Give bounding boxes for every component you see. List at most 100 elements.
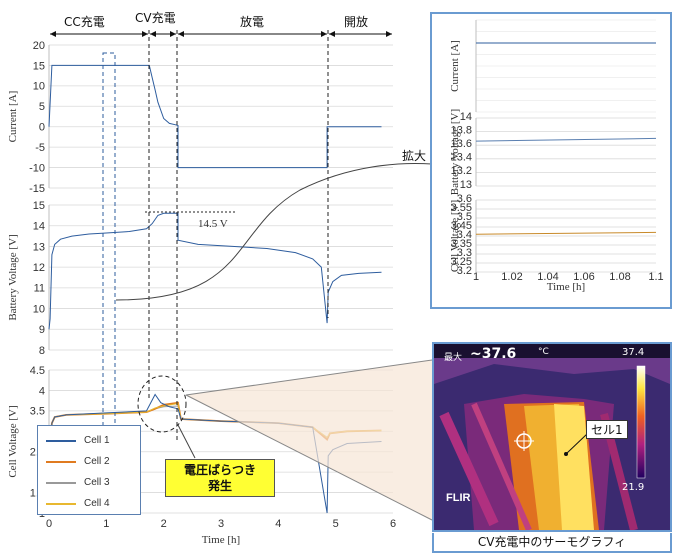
zoom-curve	[115, 162, 433, 301]
y-tick-label: 15	[33, 60, 45, 72]
legend-item-cell1: Cell 1	[38, 430, 140, 451]
y-tick-label: 3.2	[457, 265, 472, 277]
series-line-data	[475, 231, 657, 235]
y-tick-label: 13.8	[451, 124, 472, 136]
y-tick-label: 3.3	[457, 247, 472, 259]
x-tick-label: 1	[103, 518, 109, 530]
y-tick-label: -5	[35, 142, 45, 154]
legend-label: Cell 4	[84, 498, 110, 509]
cell-label: セル1	[586, 420, 628, 439]
y-axis-label: Battery Voltage [V]	[449, 109, 461, 195]
phase-label-open: 開放	[344, 14, 368, 29]
legend-label: Cell 1	[84, 435, 110, 446]
series-line-data	[48, 64, 382, 169]
x-tick-label: 1.04	[537, 271, 558, 283]
legend-item-cell3: Cell 3	[38, 472, 140, 493]
temperature-unit: °C	[538, 347, 549, 357]
x-tick-label: 1.1	[648, 271, 663, 283]
y-tick-label: 12	[33, 262, 45, 274]
legend-swatch	[46, 502, 76, 505]
y-tick-label: -15	[29, 183, 45, 195]
y-tick-label: 3.55	[451, 202, 472, 214]
y-tick-label: 13.2	[451, 165, 472, 177]
y-tick-label: 3.4	[457, 229, 472, 241]
y-tick-label: 3.5	[457, 211, 472, 223]
max-label: 最大	[444, 353, 463, 363]
thermo-leader-fill	[186, 360, 432, 520]
thermo-leader-bottom	[185, 394, 433, 521]
legend-label: Cell 3	[84, 477, 110, 488]
x-axis-label: Time [h]	[547, 281, 585, 293]
y-tick-label: 14	[460, 111, 472, 123]
thermal-scene	[434, 344, 670, 530]
x-tick-label: 1	[473, 271, 479, 283]
callout-line2: 発生	[207, 479, 232, 493]
y-tick-label: 3.25	[451, 256, 472, 268]
x-tick-label: 4	[275, 518, 281, 530]
y-tick-label: 9	[39, 324, 45, 336]
max-temperature: ~37.6	[470, 346, 517, 362]
zoom-window-box	[102, 52, 116, 449]
x-tick-label: 2	[161, 518, 167, 530]
legend-item-cell2: Cell 2	[38, 451, 140, 472]
zoom-label: 拡大	[402, 149, 426, 163]
y-tick-label: 3.6	[457, 193, 472, 205]
legend: Cell 1 Cell 2 Cell 3 Cell 4	[37, 425, 141, 515]
series-line-data	[475, 137, 657, 142]
y-axis-label: Battery Voltage [V]	[7, 234, 19, 320]
battery-voltage-panel: 15 14 13 12 11 10 9 8 Battery Voltage [V]	[7, 200, 393, 357]
phase-label-cv: CV充電	[135, 10, 176, 25]
y-tick-label: 11	[34, 283, 45, 295]
legend-swatch	[46, 439, 76, 442]
phase-label-cc: CC充電	[64, 14, 105, 29]
voltage-annotation: 14.5 V	[198, 218, 228, 230]
phase-label-discharge: 放電	[240, 14, 264, 29]
y-tick-label: 13.4	[451, 152, 472, 164]
legend-item-cell4: Cell 4	[38, 493, 140, 514]
y-tick-label: 14	[33, 221, 45, 233]
series-line-data	[48, 212, 382, 330]
variation-callout: 電圧ばらつき 発生	[165, 459, 275, 497]
current-panel: 20 15 10 5 0 -5 -10 -15 Current [A]	[7, 40, 393, 195]
y-tick-label: 4.5	[30, 365, 45, 377]
y-axis-label: Cell Voltage [V]	[449, 200, 461, 272]
x-tick-label: 3	[218, 518, 224, 530]
y-axis-label: Current [A]	[449, 40, 461, 92]
y-tick-label: 3.45	[451, 220, 472, 232]
y-axis-label: Cell Voltage [V]	[7, 405, 19, 477]
x-tick-label: 1.08	[609, 271, 630, 283]
x-tick-label: 6	[390, 518, 396, 530]
x-tick-label: 1.06	[573, 271, 594, 283]
variation-circle	[137, 375, 187, 433]
thermo-caption: CV充電中のサーモグラフィ	[432, 533, 672, 553]
y-tick-label: 3.35	[451, 238, 472, 250]
legend-swatch	[46, 460, 76, 463]
brand-logo: FLIR	[446, 492, 471, 504]
y-tick-label: 13.6	[451, 138, 472, 150]
y-tick-label: 3.5	[30, 406, 45, 418]
phase-dividers	[148, 30, 329, 440]
y-tick-label: 5	[39, 101, 45, 113]
temperature-scale-bar	[636, 365, 646, 479]
y-tick-label: 10	[33, 303, 45, 315]
y-tick-label: 0	[39, 122, 45, 134]
thermo-leader-top	[185, 359, 433, 396]
y-tick-label: 8	[39, 345, 45, 357]
x-tick-label: 0	[46, 518, 52, 530]
y-tick-label: 13	[33, 241, 45, 253]
x-tick-label: 5	[333, 518, 339, 530]
y-tick-label: 10	[33, 81, 45, 93]
scale-bottom-value: 21.9	[622, 482, 645, 493]
inset-current-panel: Current [A]	[449, 19, 656, 113]
thermograph-image: 最大 ~37.6 °C 37.4 21.9 セル1 FLIR	[432, 342, 672, 532]
y-tick-label: 4	[39, 385, 45, 397]
y-tick-label: -10	[29, 162, 45, 174]
x-tick-label: 1.02	[501, 271, 522, 283]
y-tick-label: 15	[33, 200, 45, 212]
callout-line1: 電圧ばらつき	[183, 463, 256, 477]
y-axis-label: Current [A]	[7, 91, 19, 143]
y-tick-label: 20	[33, 40, 45, 52]
legend-label: Cell 2	[84, 456, 110, 467]
